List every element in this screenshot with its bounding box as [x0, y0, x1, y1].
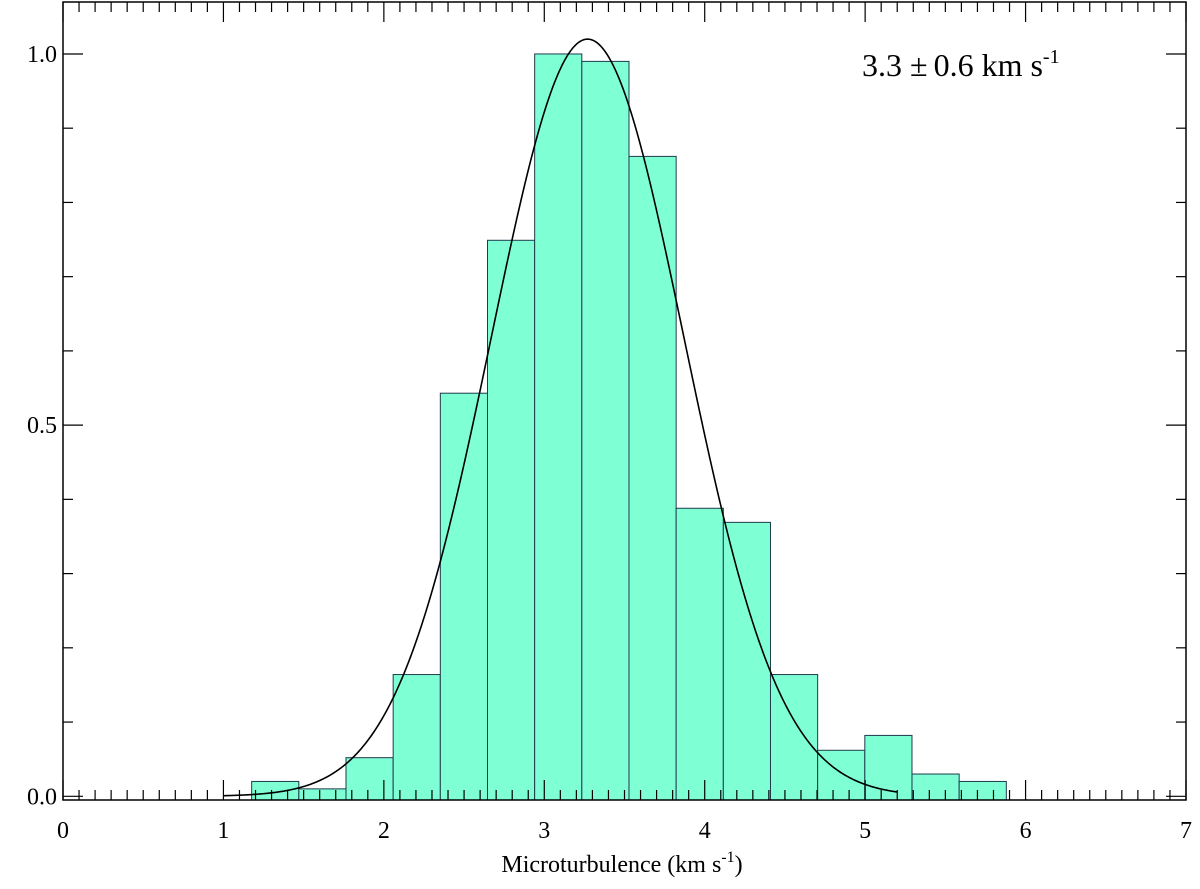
x-axis-label-text: Microturbulence (km s [501, 852, 721, 878]
x-tick-labels: 0 1 2 3 4 5 6 7 [57, 818, 1192, 844]
x-axis-label: Microturbulence (km s-1) [501, 849, 742, 878]
plot-frame [62, 1, 1187, 801]
gaussian-fit-curve [223, 38, 898, 797]
histogram-bar-3 [345, 757, 394, 801]
x-tick-label: 1 [217, 818, 229, 844]
histogram-bar-10 [675, 507, 724, 801]
axis-ticks [62, 2, 1187, 800]
fit-unit-exponent: -1 [1043, 46, 1060, 68]
x-tick-label: 2 [378, 818, 390, 844]
fit-mean-value: 3.3 [862, 47, 902, 83]
x-tick-label: 4 [699, 818, 711, 844]
fit-error-value: 0.6 [934, 47, 974, 83]
histogram-bars [251, 53, 1007, 801]
histogram-bar-12 [769, 674, 819, 801]
y-tick-label: 0.0 [27, 784, 57, 810]
histogram-bar-6 [486, 239, 536, 801]
histogram-bar-13 [817, 749, 866, 801]
histogram-bar-15 [911, 773, 960, 801]
histogram-bar-7 [534, 53, 583, 801]
histogram-bar-14 [864, 734, 913, 801]
histogram-bar-2 [298, 788, 347, 801]
x-tick-label: 7 [1180, 818, 1192, 844]
fit-unit: km s [982, 47, 1043, 83]
x-tick-label: 3 [538, 818, 550, 844]
y-tick-label: 0.5 [27, 413, 57, 439]
x-tick-label: 5 [859, 818, 871, 844]
histogram-bar-4 [392, 674, 441, 801]
histogram-bar-1 [251, 780, 300, 801]
histogram-bar-9 [628, 155, 677, 801]
fit-result-annotation: 3.3 ±0.6 km s-1 [862, 46, 1060, 83]
y-tick-label: 1.0 [27, 42, 57, 68]
y-tick-labels: 0.0 0.5 1.0 [27, 42, 57, 810]
histogram-bar-5 [439, 392, 488, 801]
x-axis-label-close: ) [735, 852, 743, 878]
histogram-bar-8 [581, 60, 630, 801]
x-tick-label: 6 [1020, 818, 1032, 844]
plus-minus-symbol: ± [910, 47, 928, 83]
x-axis-label-exponent: -1 [721, 849, 734, 866]
histogram-bar-16 [958, 780, 1007, 801]
histogram-bar-11 [722, 521, 771, 801]
x-tick-label: 0 [57, 818, 69, 844]
